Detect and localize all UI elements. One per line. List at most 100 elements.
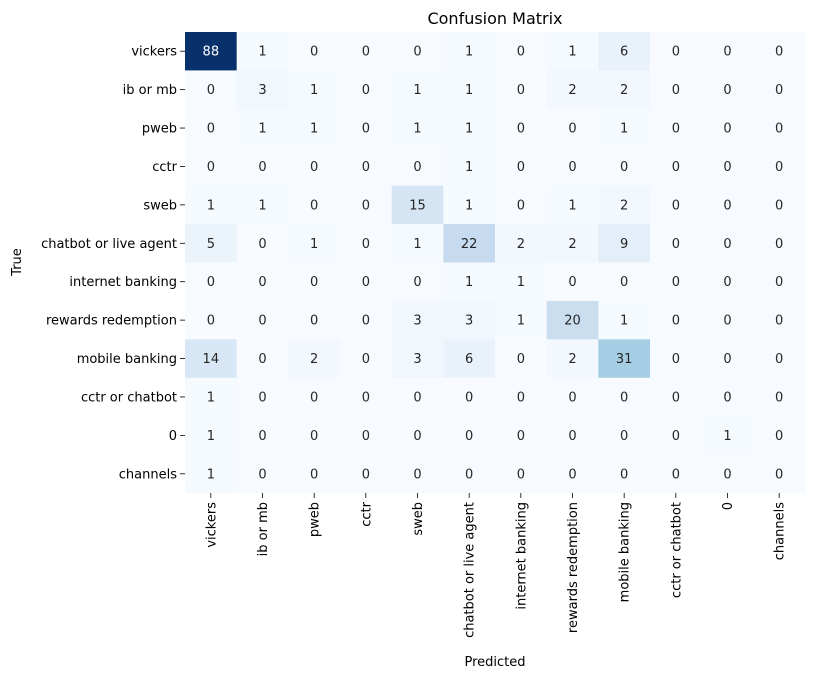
heatmap-cell-value: 0 — [723, 83, 731, 98]
y-tick-label: vickers — [131, 45, 177, 60]
heatmap-cell-value: 0 — [362, 45, 370, 60]
heatmap-cell — [391, 70, 444, 110]
heatmap-cell-value: 0 — [258, 467, 266, 482]
heatmap-cell — [495, 224, 548, 263]
x-tick-label: sweb — [411, 502, 426, 536]
heatmap-cell — [185, 147, 238, 187]
heatmap-cell-value: 9 — [620, 237, 628, 252]
heatmap-cell-value: 2 — [568, 237, 576, 252]
heatmap-cell — [495, 108, 548, 148]
heatmap-cell — [443, 70, 496, 110]
heatmap-cell — [236, 224, 289, 263]
heatmap-cell — [443, 377, 496, 417]
heatmap-cell — [495, 147, 548, 187]
heatmap-cell-value: 1 — [310, 122, 318, 137]
heatmap-cell — [650, 70, 703, 110]
heatmap-cell — [495, 377, 548, 417]
heatmap-cell — [701, 416, 754, 455]
heatmap-cell-value: 0 — [258, 429, 266, 444]
x-tick-label: vickers — [204, 502, 219, 548]
heatmap-cell-value: 0 — [672, 237, 680, 252]
heatmap-cell-value: 0 — [672, 467, 680, 482]
heatmap-cell — [701, 454, 754, 494]
heatmap-cell — [443, 108, 496, 148]
heatmap-cell-value: 2 — [517, 237, 525, 252]
heatmap-cell-value: 22 — [461, 237, 478, 252]
heatmap-cell — [650, 108, 703, 148]
heatmap-cell — [701, 300, 754, 340]
heatmap-cell — [185, 108, 238, 148]
heatmap-cell-value: 0 — [723, 467, 731, 482]
heatmap-cell-value: 0 — [362, 429, 370, 444]
heatmap-cell-value: 0 — [310, 45, 318, 60]
heatmap-cell — [236, 416, 289, 455]
heatmap-cell-value: 0 — [310, 198, 318, 213]
y-tick-label: rewards redemption — [46, 314, 177, 329]
heatmap-cell — [288, 339, 341, 379]
heatmap-cell — [650, 262, 703, 302]
heatmap-cell-value: 0 — [362, 352, 370, 367]
heatmap-cell — [288, 454, 341, 494]
heatmap-cell-value: 0 — [568, 160, 576, 175]
heatmap-cell-value: 0 — [310, 275, 318, 290]
y-tick-label: 0 — [169, 429, 177, 444]
heatmap-cell — [391, 416, 444, 455]
heatmap-cell-value: 1 — [465, 83, 473, 98]
heatmap-cell-value: 2 — [568, 83, 576, 98]
heatmap-cell-value: 0 — [775, 83, 783, 98]
x-tick-label: rewards redemption — [566, 502, 581, 633]
heatmap-cell — [546, 108, 599, 148]
heatmap-cell — [650, 416, 703, 455]
heatmap-cell — [598, 339, 651, 379]
heatmap-cell — [598, 147, 651, 187]
heatmap-cell — [650, 339, 703, 379]
heatmap-cell — [340, 377, 393, 417]
heatmap-cell — [340, 339, 393, 379]
heatmap-cell-value: 1 — [258, 45, 266, 60]
heatmap-cell-value: 0 — [362, 314, 370, 329]
heatmap-cell — [236, 70, 289, 110]
heatmap-cell — [288, 416, 341, 455]
heatmap-cell — [546, 70, 599, 110]
heatmap-cell-value: 1 — [465, 160, 473, 175]
heatmap-cell-value: 0 — [465, 467, 473, 482]
heatmap-cell-value: 0 — [362, 160, 370, 175]
heatmap-cell-value: 3 — [258, 83, 266, 98]
heatmap-cell — [598, 416, 651, 455]
heatmap-cell-value: 0 — [672, 160, 680, 175]
heatmap-cell — [546, 185, 599, 225]
y-axis-label: True — [10, 248, 25, 277]
heatmap-cell — [185, 377, 238, 417]
heatmap-cell-value: 0 — [362, 275, 370, 290]
heatmap-cell-value: 0 — [207, 160, 215, 175]
heatmap-cell — [598, 70, 651, 110]
heatmap-cell — [650, 147, 703, 187]
x-tick-label: ib or mb — [256, 502, 271, 556]
heatmap-cell — [185, 454, 238, 494]
heatmap-cell-value: 88 — [203, 45, 220, 60]
heatmap-cell — [443, 224, 496, 263]
heatmap-cell-value: 0 — [775, 429, 783, 444]
heatmap-cell-value: 1 — [207, 198, 215, 213]
heatmap-cell-value: 1 — [258, 122, 266, 137]
heatmap-cell — [598, 224, 651, 263]
heatmap-cell — [391, 147, 444, 187]
heatmap-cell — [753, 185, 806, 225]
heatmap-cell — [288, 262, 341, 302]
heatmap-cell — [288, 147, 341, 187]
heatmap-cell-value: 1 — [465, 45, 473, 60]
heatmap-cell-value: 1 — [413, 122, 421, 137]
y-tick-label: channels — [119, 467, 177, 482]
heatmap-cell-value: 0 — [362, 390, 370, 405]
heatmap-cell — [495, 454, 548, 494]
heatmap-cell-value: 0 — [775, 45, 783, 60]
heatmap-cell — [340, 185, 393, 225]
heatmap-cell-value: 2 — [620, 198, 628, 213]
heatmap-cell — [495, 339, 548, 379]
heatmap-cell-value: 3 — [465, 314, 473, 329]
heatmap-cell-value: 0 — [258, 352, 266, 367]
heatmap-cell-value: 6 — [465, 352, 473, 367]
heatmap-cell — [546, 416, 599, 455]
y-tick-label: mobile banking — [77, 352, 177, 367]
heatmap-cell — [546, 224, 599, 263]
